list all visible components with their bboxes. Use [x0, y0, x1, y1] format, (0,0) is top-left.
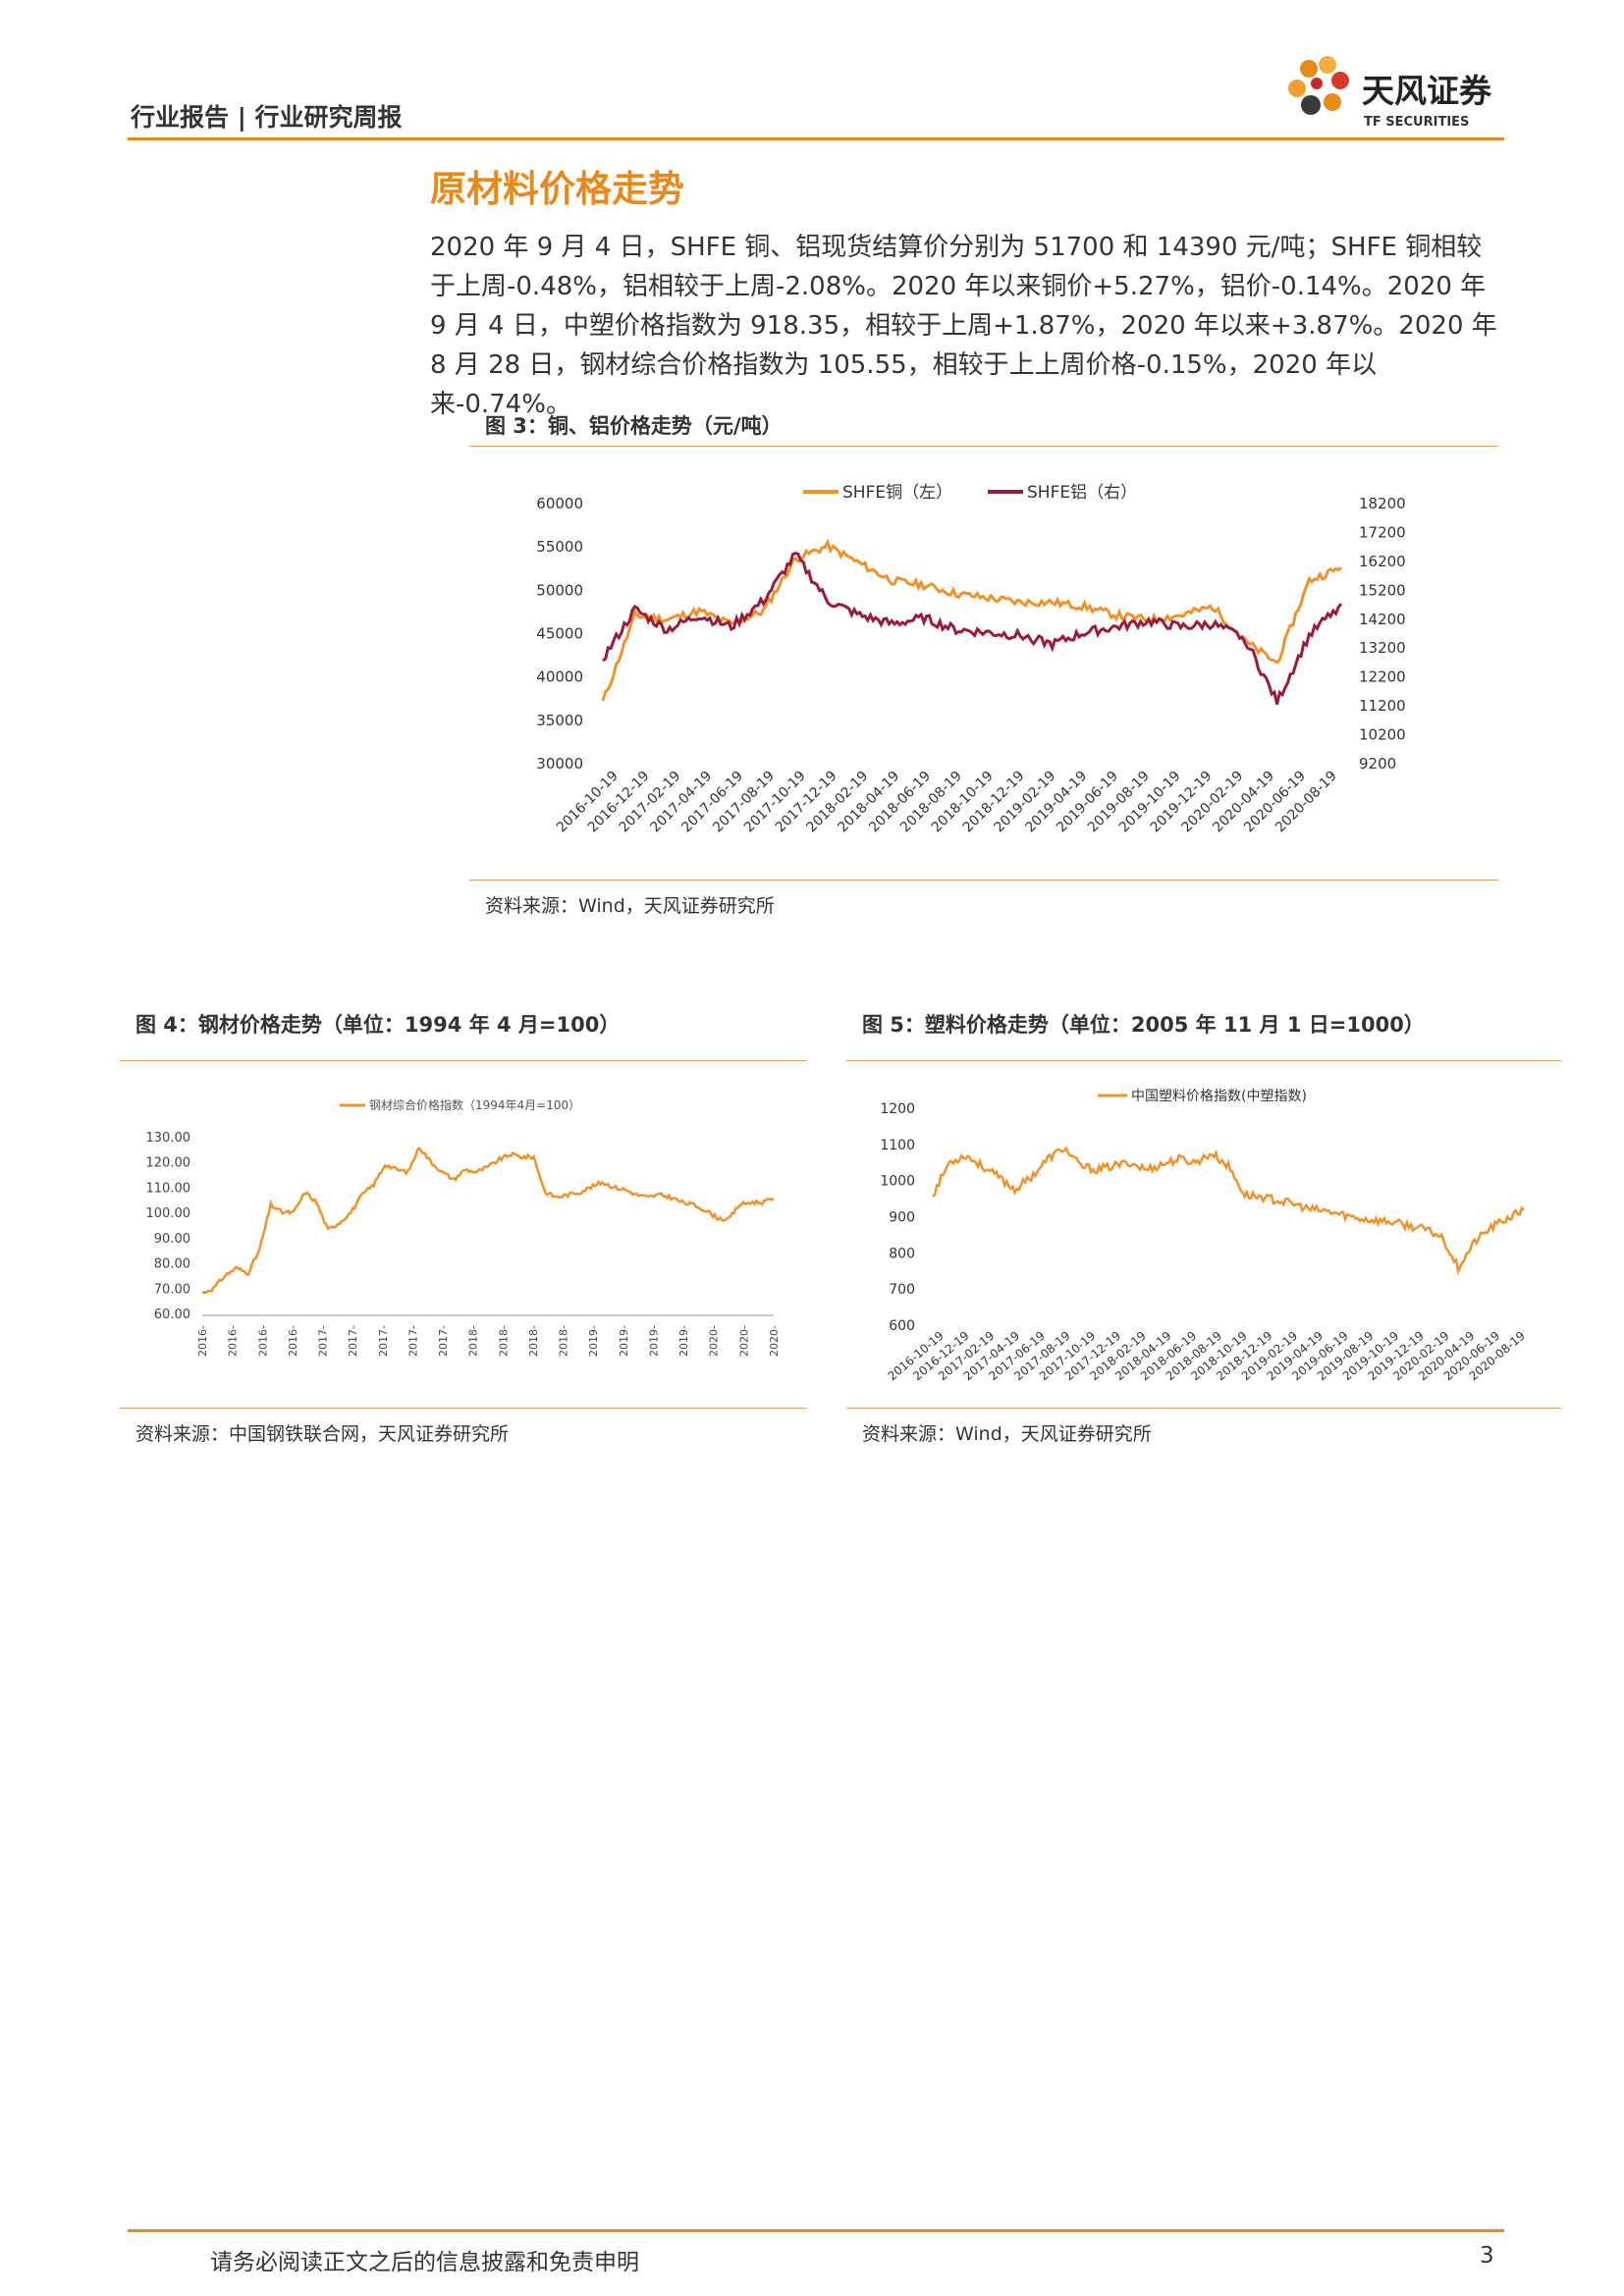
y-right-tick-label: 12200 — [1359, 668, 1406, 686]
x-tick-label: 2020- — [737, 1325, 750, 1357]
legend-label-steel: 钢材综合价格指数（1994年4月=100） — [369, 1097, 580, 1112]
y-right-tick-label: 15200 — [1359, 581, 1406, 599]
logo-name-cn: 天风证券 — [1362, 72, 1492, 110]
logo-name-en: TF SECURITIES — [1364, 115, 1469, 130]
series-line-steel — [201, 1147, 775, 1295]
legend-label-plastic: 中国塑料价格指数(中塑指数) — [1131, 1089, 1307, 1104]
y-tick-label: 1000 — [880, 1174, 915, 1190]
x-tick-label: 2018- — [497, 1325, 510, 1357]
y-left-tick-label: 30000 — [536, 755, 583, 773]
y-left-tick-label: 45000 — [536, 625, 583, 643]
x-tick-label: 2017- — [406, 1325, 419, 1357]
x-tick-label: 2017- — [347, 1325, 359, 1357]
y-tick-label: 1100 — [880, 1138, 915, 1153]
report-type-label: 行业报告 | 行业研究周报 — [131, 103, 403, 132]
y-tick-label: 110.00 — [146, 1181, 191, 1196]
y-tick-label: 100.00 — [146, 1206, 191, 1221]
y-left-tick-label: 50000 — [536, 581, 583, 599]
y-left-tick-label: 60000 — [536, 495, 583, 512]
footer-rule — [128, 2229, 1504, 2232]
y-right-tick-label: 18200 — [1359, 495, 1406, 512]
y-tick-label: 700 — [889, 1282, 915, 1298]
fig4-bottom-rule — [120, 1408, 807, 1409]
body-paragraph: 2020 年 9 月 4 日，SHFE 铜、铝现货结算价分别为 51700 和 … — [430, 233, 1497, 419]
x-tick-label: 2017- — [377, 1325, 390, 1357]
x-tick-label: 2019- — [587, 1325, 600, 1357]
y-left-tick-label: 55000 — [536, 538, 583, 556]
logo-mark: 天风证券 TF SECURITIES — [1288, 56, 1492, 130]
y-right-tick-label: 13200 — [1359, 639, 1406, 657]
x-tick-label: 2017- — [317, 1325, 330, 1357]
section-title: 原材料价格走势 — [430, 168, 684, 210]
legend-label-aluminum: SHFE铝（右） — [1027, 483, 1137, 503]
y-right-tick-label: 9200 — [1359, 755, 1396, 773]
x-tick-label: 2016- — [287, 1325, 299, 1357]
fig5-source: 资料来源：Wind，天风证券研究所 — [862, 1423, 1152, 1445]
x-tick-label: 2018- — [527, 1325, 540, 1357]
y-tick-label: 130.00 — [146, 1131, 191, 1146]
y-right-tick-label: 10200 — [1359, 726, 1406, 744]
x-tick-label: 2019- — [677, 1325, 690, 1357]
fig5-chart-svg: 中国塑料价格指数(中塑指数)60070080090010001100120020… — [880, 1089, 1528, 1383]
y-tick-label: 70.00 — [154, 1282, 190, 1297]
y-tick-label: 600 — [889, 1318, 915, 1334]
fig4-chart: 钢材综合价格指数（1994年4月=100） 60.00 70.00 80.00 90.0… — [120, 1070, 807, 1404]
x-tick-label: 2019- — [647, 1325, 660, 1357]
fig5-title: 图 5：塑料价格走势（单位：2005 年 11 月 1 日=1000） — [862, 1013, 1425, 1037]
x-tick-label: 2019- — [618, 1325, 630, 1357]
tf-securities-logo: 天风证券 TF SECURITIES — [1281, 51, 1517, 139]
x-tick-label: 2018- — [467, 1325, 480, 1357]
x-tick-label: 2018- — [558, 1325, 570, 1357]
fig4-chart-svg: 钢材综合价格指数（1994年4月=100） 60.00 70.00 80.00 90.0… — [146, 1097, 782, 1357]
fig4-source: 资料来源：中国钢铁联合网，天风证券研究所 — [135, 1423, 510, 1445]
fig5-chart: 中国塑料价格指数(中塑指数) 600 700 800 900 1000 1100 1200 20… — [846, 1070, 1561, 1404]
y-left-tick-label: 35000 — [536, 712, 583, 729]
x-tick-label: 2016- — [227, 1325, 240, 1357]
x-tick-label: 2020- — [768, 1325, 781, 1357]
y-tick-label: 800 — [889, 1246, 915, 1261]
y-left-tick-label: 40000 — [536, 668, 583, 686]
fig3-title: 图 3：铜、铝价格走势（元/吨） — [485, 414, 783, 438]
x-tick-label: 2016- — [196, 1325, 209, 1357]
y-right-tick-label: 11200 — [1359, 697, 1406, 715]
y-tick-label: 90.00 — [154, 1232, 190, 1247]
x-tick-label: 2016- — [256, 1325, 269, 1357]
fig3-chart-svg: SHFE铜（左） SHFE铝（右） 30000 35000 40000 45000 5000… — [536, 483, 1406, 835]
y-tick-label: 120.00 — [146, 1156, 191, 1171]
y-tick-label: 1200 — [880, 1101, 915, 1117]
fig4-top-rule — [120, 1060, 807, 1061]
legend-label-copper: SHFE铜（左） — [842, 483, 952, 503]
header-rule — [128, 137, 1504, 140]
page-number: 3 — [1480, 2243, 1494, 2269]
fig3-source: 资料来源：Wind，天风证券研究所 — [485, 895, 775, 917]
fig3-bottom-rule — [469, 880, 1498, 881]
series-line-aluminum — [602, 552, 1343, 705]
fig5-top-rule — [846, 1060, 1561, 1061]
y-right-tick-label: 17200 — [1359, 523, 1406, 541]
series-line-copper — [601, 538, 1342, 702]
series-line-plastic — [932, 1146, 1525, 1276]
y-tick-label: 60.00 — [154, 1308, 190, 1322]
x-tick-label: 2017- — [437, 1325, 450, 1357]
y-right-tick-label: 16200 — [1359, 553, 1406, 570]
fig5-bottom-rule — [846, 1408, 1561, 1409]
fig4-title: 图 4：钢材价格走势（单位：1994 年 4 月=100） — [135, 1013, 621, 1037]
fig3-top-rule — [469, 446, 1498, 447]
y-tick-label: 900 — [889, 1210, 915, 1226]
fig3-chart: SHFE铜（左） SHFE铝（右） 30000 35000 40000 45000 5000… — [469, 454, 1498, 876]
footer-disclaimer: 请务必阅读正文之后的信息披露和免责申明 — [210, 2250, 639, 2275]
y-tick-label: 80.00 — [154, 1257, 190, 1272]
y-right-tick-label: 14200 — [1359, 611, 1406, 628]
x-tick-label: 2020- — [708, 1325, 721, 1357]
